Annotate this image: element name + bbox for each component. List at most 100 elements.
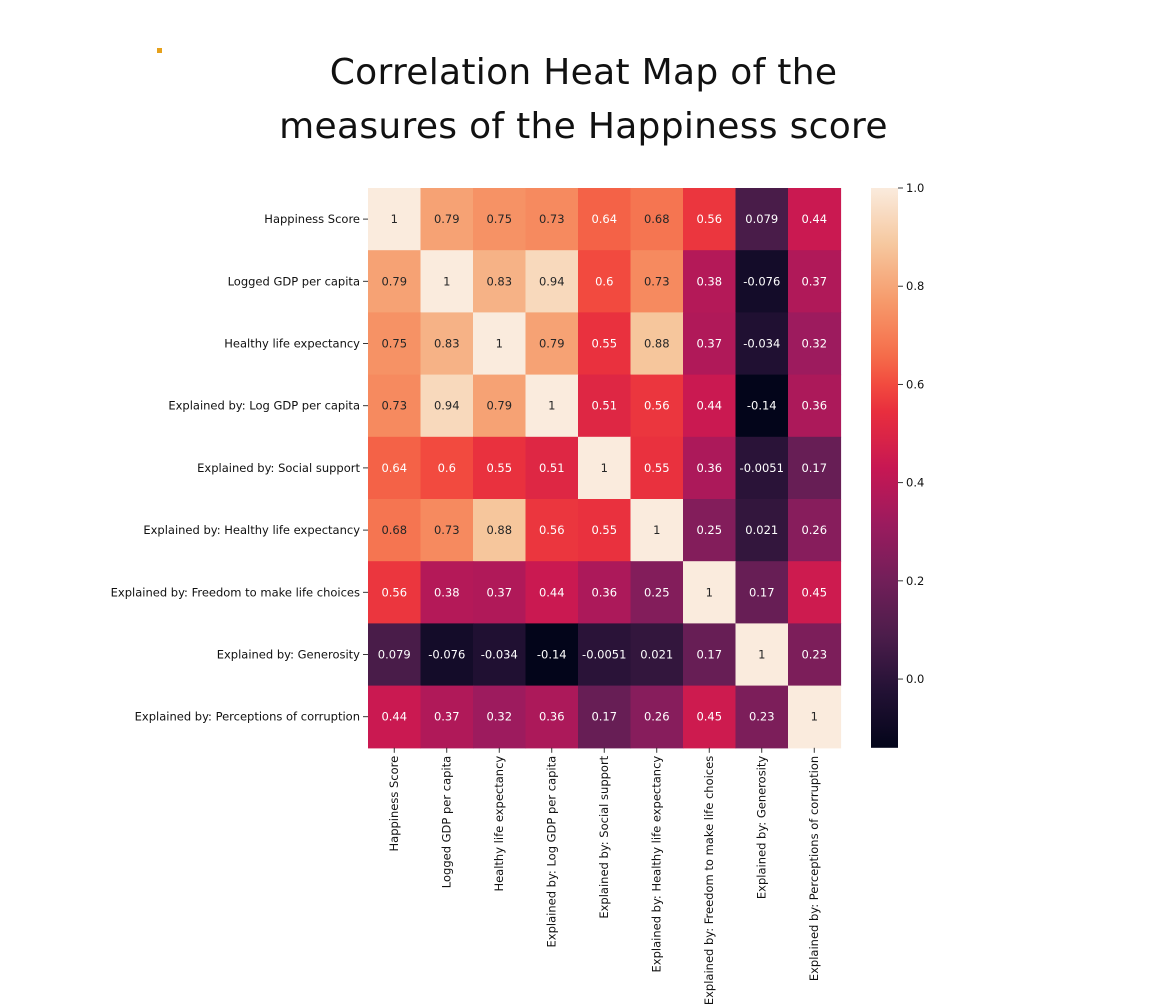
y-tick-label-6: Explained by: Freedom to make life choic… [111,585,360,599]
heatmap-cell-3-2 [473,374,527,438]
heatmap-cell-7-1 [420,623,474,687]
x-tick-label-0: Happiness Score [387,756,401,852]
x-tick-label-3: Explained by: Log GDP per capita [545,756,559,948]
heatmap-cell-6-1 [420,561,474,624]
x-tick-label-5: Explained by: Healthy life expectancy [650,756,664,973]
heatmap-cell-label-4-1: 0.6 [438,461,456,475]
heatmap-cell-1-1 [420,250,474,313]
heatmap-cell-6-4 [578,561,632,624]
heatmap-cell-label-7-1: -0.076 [428,648,465,662]
heatmap-cell-5-7 [735,499,789,562]
heatmap-cell-0-8 [788,188,842,251]
heatmap-cell-label-4-8: 0.17 [801,461,827,475]
heatmap-cell-label-7-4: -0.0051 [582,648,626,662]
heatmap-cell-6-8 [788,561,842,624]
heatmap-cell-4-7 [735,436,789,500]
heatmap-cell-label-0-1: 0.79 [434,212,460,226]
heatmap-cell-label-0-3: 0.73 [539,212,565,226]
heatmap-cell-3-3 [525,374,579,438]
heatmap-cell-label-7-0: 0.079 [378,648,411,662]
heatmap-cell-4-4 [578,436,632,500]
heatmap-cell-5-6 [683,499,737,562]
heatmap-cell-3-7 [735,374,789,438]
heatmap-cell-label-6-8: 0.45 [801,585,827,599]
colorbar-tick-label-5: 1.0 [906,181,924,195]
heatmap-cell-label-3-6: 0.44 [696,399,722,413]
heatmap-cell-label-2-5: 0.88 [644,337,670,351]
heatmap-cell-label-0-6: 0.56 [696,212,722,226]
heatmap-cell-label-3-3: 1 [548,399,555,413]
heatmap-cell-8-7 [735,685,789,749]
heatmap-cell-7-4 [578,623,632,687]
heatmap-cell-6-0 [368,561,422,624]
heatmap-cell-4-8 [788,436,842,500]
heatmap-cell-6-7 [735,561,789,624]
heatmap-cell-label-4-5: 0.55 [644,461,670,475]
x-tick-label-4: Explained by: Social support [597,755,611,918]
y-tick-label-7: Explained by: Generosity [217,648,360,662]
heatmap-cell-8-6 [683,685,737,749]
heatmap-cell-3-5 [630,374,684,438]
heatmap-cell-8-3 [525,685,579,749]
chart-title-line-1: Correlation Heat Map of the [329,52,838,93]
heatmap-cell-label-3-8: 0.36 [801,399,827,413]
heatmap-cell-label-6-6: 1 [706,585,713,599]
heatmap-cell-label-8-0: 0.44 [381,710,407,724]
heatmap-cell-6-5 [630,561,684,624]
x-tick-label-2: Healthy life expectancy [492,756,506,892]
heatmap-cell-label-2-3: 0.79 [539,337,565,351]
heatmap-cell-label-1-5: 0.73 [644,274,670,288]
heatmap-cell-label-0-8: 0.44 [801,212,827,226]
heatmap-cell-7-5 [630,623,684,687]
heatmap-cell-label-5-4: 0.55 [591,523,617,537]
heatmap-cell-label-0-5: 0.68 [644,212,670,226]
heatmap-cell-label-8-3: 0.36 [539,710,565,724]
heatmap-cell-label-7-8: 0.23 [801,648,827,662]
heatmap-cell-7-8 [788,623,842,687]
heatmap-cell-label-8-7: 0.23 [749,710,775,724]
heatmap-cell-label-4-3: 0.51 [539,461,565,475]
chart-title-line-2: measures of the Happiness score [279,106,888,147]
heatmap-cell-label-2-8: 0.32 [801,337,827,351]
heatmap-cell-1-0 [368,250,422,313]
heatmap-cell-label-8-8: 1 [811,710,818,724]
heatmap-cell-1-4 [578,250,632,313]
heatmap-cell-label-4-7: -0.0051 [740,461,784,475]
heatmap-cell-label-2-6: 0.37 [696,337,722,351]
heatmap-cell-label-0-4: 0.64 [591,212,617,226]
heatmap-cell-label-0-2: 0.75 [486,212,512,226]
heatmap-cell-4-6 [683,436,737,500]
heatmap-cell-2-7 [735,312,789,376]
heatmap-cell-label-4-0: 0.64 [381,461,407,475]
heatmap-cell-label-6-7: 0.17 [749,585,775,599]
x-tick-label-7: Explained by: Generosity [755,756,769,899]
heatmap-cell-label-5-7: 0.021 [745,523,778,537]
heatmap-cell-label-5-8: 0.26 [801,523,827,537]
y-tick-label-8: Explained by: Perceptions of corruption [135,710,360,724]
heatmap-cell-label-1-3: 0.94 [539,274,565,288]
heatmap-cell-5-4 [578,499,632,562]
heatmap-cell-label-1-8: 0.37 [801,274,827,288]
heatmap-cell-label-8-1: 0.37 [434,710,460,724]
heatmap-cell-0-3 [525,188,579,251]
heatmap-cell-label-4-2: 0.55 [486,461,512,475]
heatmap-cell-label-4-4: 1 [601,461,608,475]
heatmap-cell-label-2-1: 0.83 [434,337,460,351]
heatmap-cell-label-6-0: 0.56 [381,585,407,599]
y-tick-label-4: Explained by: Social support [197,461,360,475]
heatmap-cell-1-2 [473,250,527,313]
heatmap-cell-label-5-2: 0.88 [486,523,512,537]
heatmap-cell-4-0 [368,436,422,500]
heatmap-cell-2-3 [525,312,579,376]
heatmap-cell-label-5-0: 0.68 [381,523,407,537]
heatmap-cell-label-3-4: 0.51 [591,399,617,413]
heatmap-cell-8-2 [473,685,527,749]
heatmap-cell-label-8-6: 0.45 [696,710,722,724]
heatmap-cell-3-0 [368,374,422,438]
heatmap-cell-1-6 [683,250,737,313]
heatmap-cell-2-6 [683,312,737,376]
heatmap-cell-0-4 [578,188,632,251]
heatmap-cell-label-8-4: 0.17 [591,710,617,724]
heatmap-cell-label-1-1: 1 [443,274,450,288]
heatmap-cell-label-5-3: 0.56 [539,523,565,537]
